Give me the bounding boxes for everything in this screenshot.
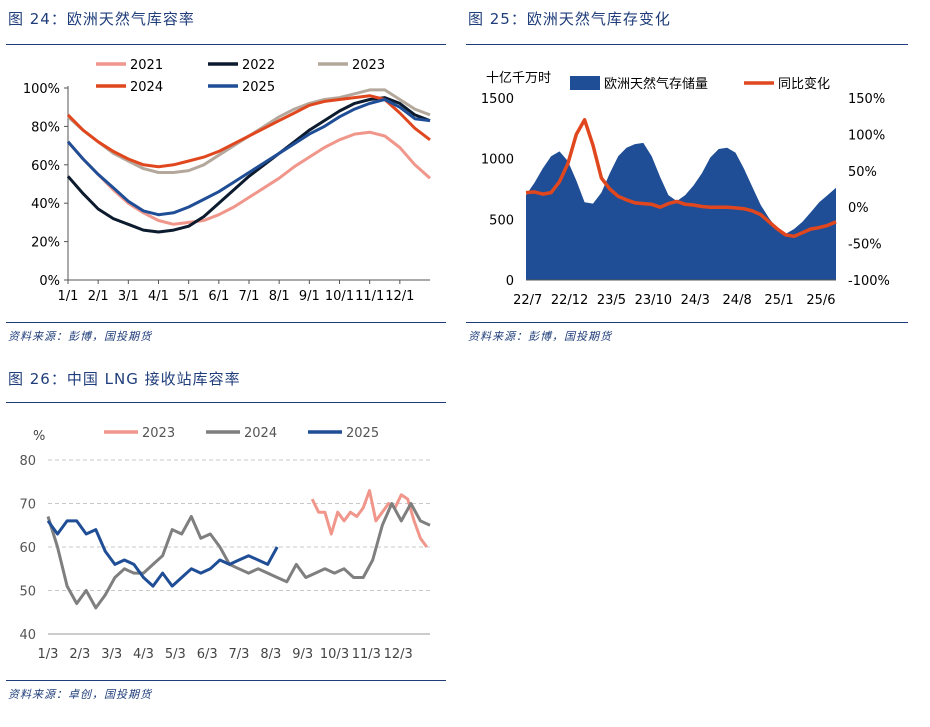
c24-x-tick-label: 3/1	[118, 289, 139, 304]
c24-series-line	[66, 96, 431, 234]
fig24-bottom-rule	[6, 322, 446, 323]
c26-legend-label: 2023	[142, 426, 175, 441]
c24-y-tick-label: 100%	[23, 82, 60, 97]
fig26-bottom-rule	[6, 680, 446, 681]
c26-x-tick-label: 6/3	[197, 647, 218, 662]
fig26-title: 图 26：中国 LNG 接收站库容率	[8, 370, 241, 388]
c24-x-tick-label: 1/1	[58, 289, 79, 304]
c26-y-tick-label: 80	[19, 454, 36, 469]
c24-legend-label: 2021	[130, 58, 163, 73]
c24-y-tick-label: 20%	[31, 236, 60, 251]
c24-y-tick-label: 60%	[31, 159, 60, 174]
fig25-bottom-rule	[466, 322, 908, 323]
c24-x-tick-label: 2/1	[88, 289, 109, 304]
c26-x-tick-label: 9/3	[292, 647, 313, 662]
c24-legend-label: 2023	[352, 58, 385, 73]
c24-x-tick-label: 10/1	[325, 289, 354, 304]
fig25-title: 图 25：欧洲天然气库存变化	[468, 10, 671, 28]
fig24-top-rule	[6, 44, 446, 45]
c25-x-tick-label: 23/5	[597, 293, 626, 308]
c25-legend-label-yoy: 同比变化	[778, 76, 830, 92]
fig24-title: 图 24：欧洲天然气库容率	[8, 10, 195, 28]
c24-series-line	[66, 130, 431, 226]
fig24-source: 资料来源：彭博，国投期货	[8, 330, 152, 343]
c26-legend-label: 2025	[346, 426, 379, 441]
c26-x-tick-label: 10/3	[320, 647, 349, 662]
c24-x-tick-label: 11/1	[355, 289, 384, 304]
c25-x-tick-label: 24/8	[723, 293, 752, 308]
c26-y-tick-label: 70	[19, 498, 36, 513]
c26-series-line	[310, 489, 429, 548]
c25-y-left-tick-label: 0	[506, 274, 514, 289]
c24-y-tick-label: 40%	[31, 197, 60, 212]
c24-legend-label: 2022	[242, 58, 275, 73]
c25-x-tick-label: 25/6	[806, 293, 835, 308]
c26-x-tick-label: 2/3	[69, 647, 90, 662]
c26-x-tick-label: 3/3	[101, 647, 122, 662]
c25-y-left-axis-title: 十亿千万时	[486, 71, 551, 86]
fig25-source: 资料来源：彭博，国投期货	[468, 330, 612, 343]
c25-y-right-tick-label: 50%	[848, 165, 877, 180]
c25-y-right-tick-label: -50%	[848, 238, 882, 253]
c26-y-axis-title: %	[33, 429, 45, 444]
fig26-source: 资料来源：卓创，国投期货	[8, 688, 152, 701]
c25-storage-area	[526, 142, 836, 280]
c26-x-tick-label: 8/3	[260, 647, 281, 662]
c26-x-tick-label: 7/3	[229, 647, 250, 662]
c25-x-tick-label: 22/12	[551, 293, 588, 308]
fig26-top-rule	[6, 402, 446, 403]
c26-series-line	[46, 502, 431, 610]
c26-series-line	[46, 519, 279, 588]
c24-y-tick-label: 0%	[39, 274, 60, 289]
c25-x-tick-label: 25/1	[764, 293, 793, 308]
c24-y-tick-label: 80%	[31, 120, 60, 135]
c25-x-tick-label: 24/3	[681, 293, 710, 308]
c25-y-right-tick-label: -100%	[848, 274, 890, 289]
c25-y-right-tick-label: 0%	[848, 201, 869, 216]
c26-x-tick-label: 1/3	[38, 647, 59, 662]
fig25-top-rule	[466, 44, 908, 45]
c26-y-tick-label: 40	[19, 628, 36, 643]
c24-series-line	[66, 94, 431, 169]
c24-x-tick-label: 4/1	[148, 289, 169, 304]
c24-x-tick-label: 7/1	[239, 289, 260, 304]
c25-yoy-line	[525, 118, 837, 239]
c26-x-tick-label: 11/3	[352, 647, 381, 662]
c25-x-tick-label: 23/10	[635, 293, 672, 308]
c26-y-tick-label: 50	[19, 585, 36, 600]
c24-x-tick-label: 9/1	[299, 289, 320, 304]
c25-y-right-tick-label: 100%	[848, 128, 885, 143]
c25-y-left-tick-label: 500	[489, 213, 514, 228]
c25-y-left-tick-label: 1500	[481, 92, 514, 107]
c25-y-right-tick-label: 150%	[848, 92, 885, 107]
c25-y-left-tick-label: 1000	[481, 153, 514, 168]
c24-legend-label: 2024	[130, 80, 163, 95]
c26-legend-label: 2024	[244, 426, 277, 441]
c26-x-tick-label: 12/3	[384, 647, 413, 662]
c25-legend-label-storage: 欧洲天然气存储量	[604, 76, 708, 92]
c25-x-tick-label: 22/7	[513, 293, 542, 308]
c24-x-tick-label: 8/1	[269, 289, 290, 304]
c24-x-tick-label: 5/1	[178, 289, 199, 304]
c26-x-tick-label: 5/3	[165, 647, 186, 662]
c24-legend-label: 2025	[242, 80, 275, 95]
c24-x-tick-label: 12/1	[385, 289, 414, 304]
c25-legend-swatch-storage	[570, 76, 600, 90]
c24-series-line	[66, 98, 431, 217]
c26-y-tick-label: 60	[19, 541, 36, 556]
c26-x-tick-label: 4/3	[133, 647, 154, 662]
c24-x-tick-label: 6/1	[208, 289, 229, 304]
